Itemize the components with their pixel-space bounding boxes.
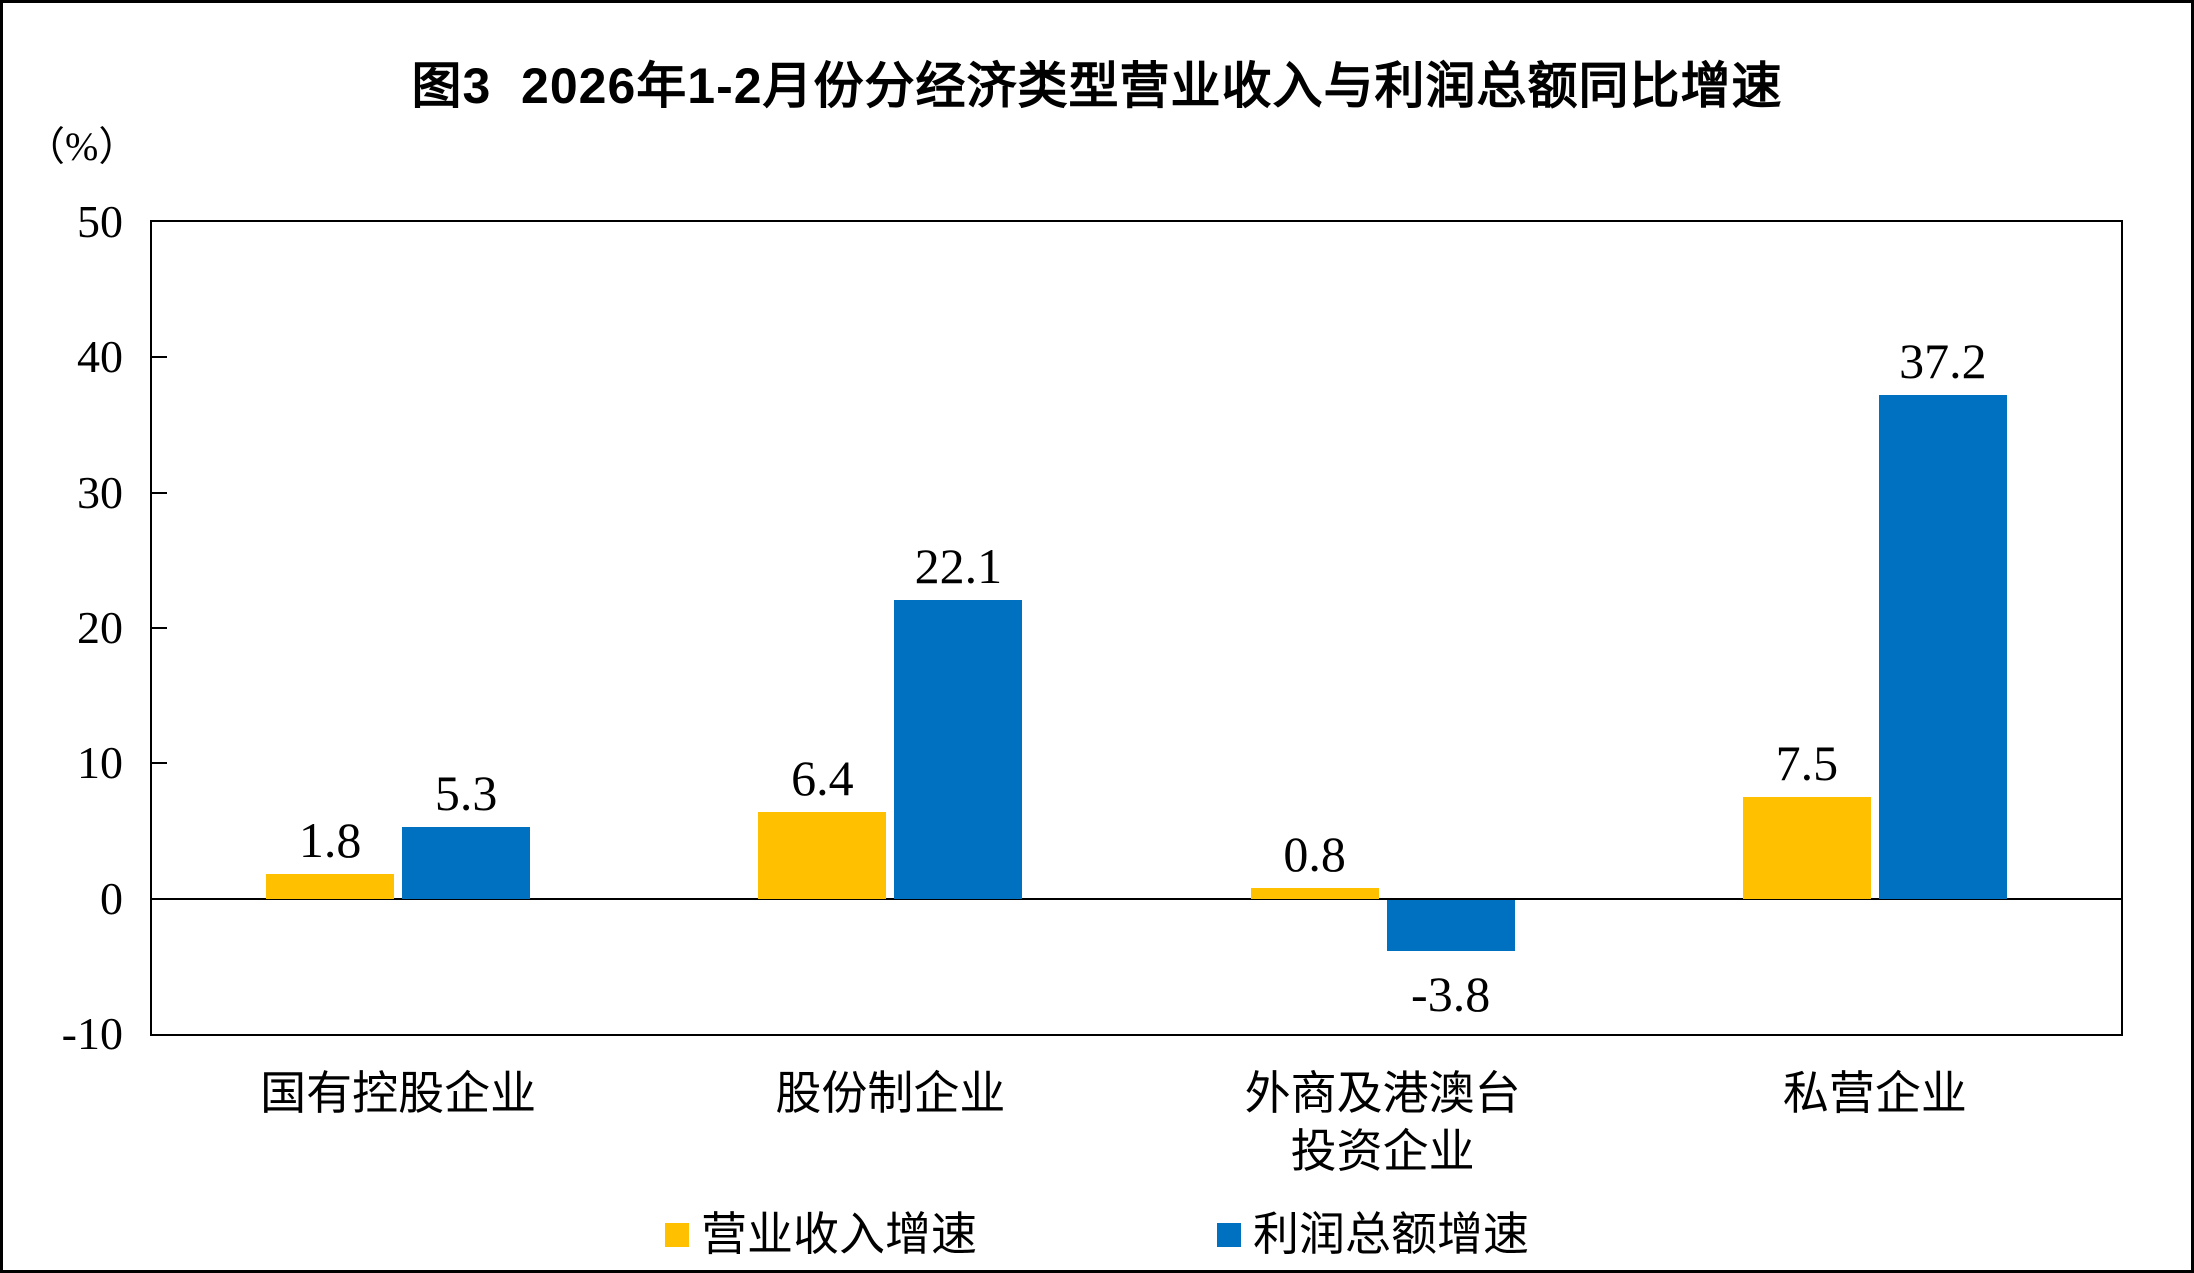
category-label-line: 私营企业 <box>1782 1068 1967 1119</box>
category-label: 国有控股企业 <box>152 1065 644 1123</box>
y-axis-label: 10 <box>77 737 123 789</box>
bar-value-label: 22.1 <box>914 537 1003 594</box>
y-axis-tick <box>152 356 167 359</box>
category-label-line: 外商及港澳台 <box>1244 1068 1521 1119</box>
y-axis-tick <box>152 491 167 494</box>
legend-swatch <box>665 1223 689 1247</box>
y-axis-label: 30 <box>77 466 123 518</box>
legend-item: 利润总额增速 <box>1217 1206 1529 1264</box>
y-axis-label: 40 <box>77 331 123 383</box>
bar-value-label: 37.2 <box>1899 333 1987 390</box>
category-label: 外商及港澳台 投资企业 <box>1137 1065 1629 1181</box>
bar-series1-cat0 <box>402 826 531 899</box>
bar-value-label: 0.8 <box>1283 825 1346 882</box>
bar-series0-cat2 <box>1250 887 1379 899</box>
y-axis-label: 50 <box>77 196 123 247</box>
bar-series0-cat3 <box>1742 797 1871 899</box>
bar-value-label: 5.3 <box>434 764 498 821</box>
y-axis-label: -10 <box>61 1008 123 1059</box>
bar-value-label: -3.8 <box>1411 966 1491 1023</box>
y-axis-tick <box>152 627 167 629</box>
category-label: 股份制企业 <box>644 1065 1136 1123</box>
category-label-line: 股份制企业 <box>775 1068 1006 1119</box>
legend: 营业收入增速 利润总额增速 <box>3 1205 2191 1265</box>
category-label-line: 投资企业 <box>1290 1126 1475 1177</box>
bar-value-label: 6.4 <box>791 750 854 807</box>
y-axis: 50 40 30 20 10 0 -10 <box>3 196 123 1059</box>
bar-series1-cat2 <box>1386 899 1515 952</box>
y-axis-unit-label: （%） <box>25 124 139 169</box>
legend-label: 营业收入增速 <box>701 1209 977 1260</box>
chart-title: 图3 2026年1-2月份分经济类型营业收入与利润总额同比增速 <box>411 58 1783 114</box>
bar-series0-cat0 <box>266 874 395 899</box>
zero-gridline <box>152 897 2121 900</box>
category-label-line: 国有控股企业 <box>260 1068 537 1119</box>
bar-value-label: 1.8 <box>298 812 362 869</box>
bar-series1-cat1 <box>894 599 1023 899</box>
y-axis-label: 0 <box>100 872 123 924</box>
bar-series0-cat1 <box>758 812 887 899</box>
x-axis-category-labels: 国有控股企业 股份制企业 外商及港澳台 投资企业 私营企业 <box>152 1065 2121 1185</box>
plot-area: 1.8 5.3 6.4 22.1 0.8 -3.8 7.5 37.2 <box>150 220 2123 1036</box>
legend-swatch <box>1217 1223 1241 1247</box>
bar-value-label: 7.5 <box>1775 735 1839 792</box>
bar-series1-cat3 <box>1878 395 2007 899</box>
legend-item: 营业收入增速 <box>665 1206 977 1264</box>
y-axis-label: 20 <box>77 602 123 653</box>
y-axis-tick <box>152 762 167 765</box>
legend-label: 利润总额增速 <box>1253 1209 1529 1260</box>
category-label: 私营企业 <box>1629 1065 2121 1123</box>
